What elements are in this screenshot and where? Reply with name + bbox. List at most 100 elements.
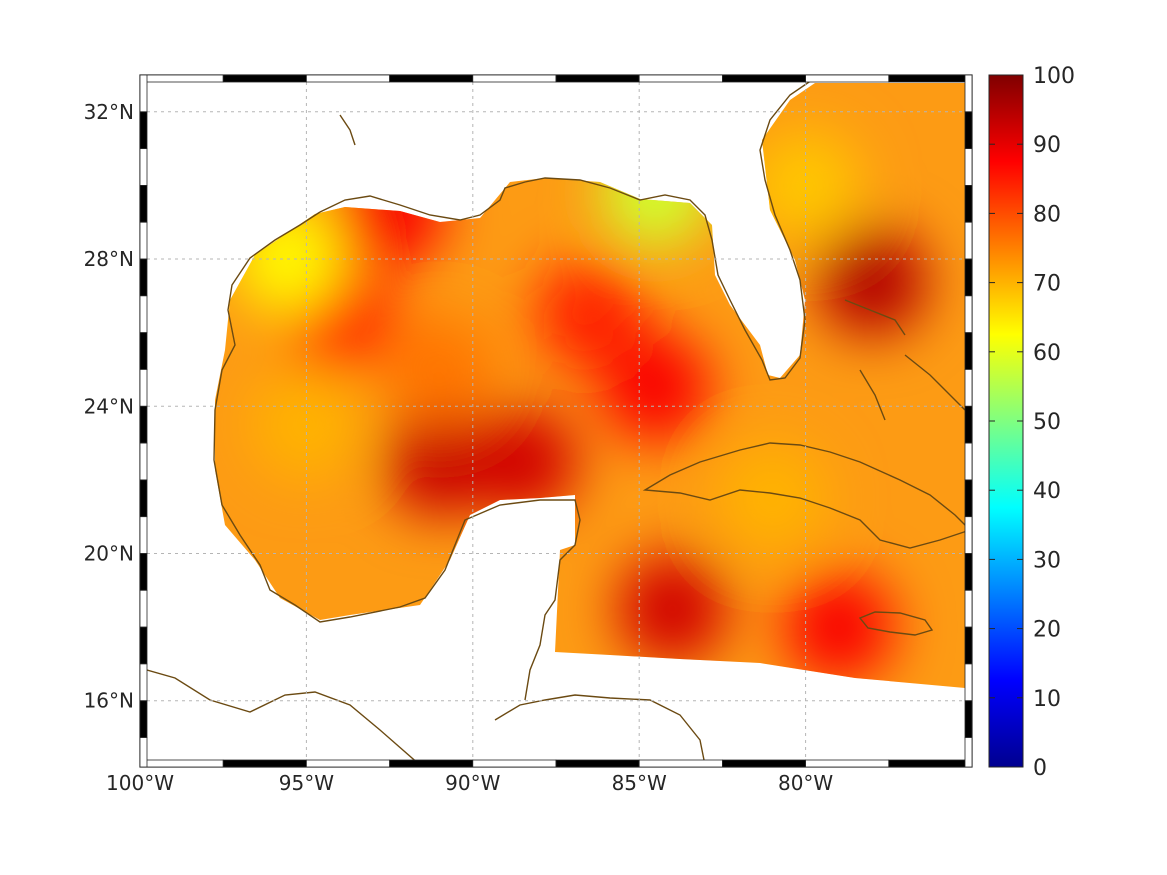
- field-hotspot-5: [617, 553, 728, 664]
- coastline-gulf: [213, 211, 581, 701]
- frame-left-seg-15: [139, 626, 148, 665]
- map-frame: [139, 74, 973, 768]
- frame-right-seg-1: [964, 111, 973, 150]
- field-hotspot-6: [817, 226, 928, 337]
- field-hotspot-3: [534, 259, 645, 370]
- colorbar-tick-label-8: 80: [1033, 202, 1061, 227]
- frame-top-seg-2: [305, 74, 390, 83]
- x-tick-labels: 100°W 95°W 90°W 85°W 80°W: [106, 771, 833, 795]
- colorbar-tick-label-2: 20: [1033, 618, 1061, 643]
- frame-right-seg-12: [964, 516, 973, 554]
- frame-top-seg-4: [472, 74, 557, 83]
- frame-left-seg-4: [139, 221, 148, 260]
- frame-right-seg-6: [964, 295, 973, 334]
- coastline-honduras: [494, 694, 706, 766]
- colorbar-tick-label-10: 100: [1033, 64, 1075, 89]
- frame-top-seg-9: [888, 74, 973, 83]
- colorbar-tick-label-1: 10: [1033, 687, 1061, 712]
- frame-right-seg-8: [964, 369, 973, 407]
- frame-left-seg-9: [139, 405, 148, 444]
- frame-right-seg-10: [964, 442, 973, 481]
- frame-bottom-seg-6: [638, 759, 723, 768]
- y-tick-label-2: 24°N: [84, 394, 134, 418]
- x-tick-label-0: 100°W: [106, 771, 174, 795]
- y-tick-label-4: 32°N: [84, 100, 134, 124]
- frame-left-seg-8: [139, 369, 148, 407]
- frame-right-seg-14: [964, 589, 973, 628]
- frame-left-seg-12: [139, 516, 148, 554]
- frame-right-seg-16: [964, 663, 973, 702]
- frame-right-seg-18: [964, 737, 973, 768]
- y-tick-label-1: 20°N: [84, 542, 134, 566]
- frame-left-seg-3: [139, 185, 148, 223]
- frame-left-seg-14: [139, 589, 148, 628]
- frame-left-seg-1: [139, 111, 148, 150]
- frame-left-seg-5: [139, 258, 148, 297]
- coastline-jamaica: [858, 611, 934, 636]
- y-tick-label-3: 28°N: [84, 247, 134, 271]
- frame-bottom-seg-1: [222, 759, 307, 768]
- field-hotspot-10: [251, 369, 362, 480]
- frame-left-seg-16: [139, 663, 148, 702]
- frame-top-seg-5: [555, 74, 640, 83]
- frame-left-seg-10: [139, 442, 148, 481]
- x-tick-label-2: 90°W: [445, 771, 500, 795]
- frame-top-seg-1: [222, 74, 307, 83]
- colorbar-tick-label-9: 90: [1033, 133, 1061, 158]
- frame-top-seg-0: [139, 74, 224, 83]
- frame-top-seg-8: [805, 74, 890, 83]
- frame-top-seg-7: [722, 74, 807, 83]
- frame-right-seg-11: [964, 479, 973, 518]
- colorbar-ticks: 0 10 20 30 40 50 60 70 80 90 100: [989, 64, 1075, 781]
- coastline-central-america: [140, 667, 421, 766]
- field-hotspot-11: [384, 314, 495, 425]
- frame-left-seg-2: [139, 148, 148, 186]
- y-tick-labels: 16°N 20°N 24°N 28°N 32°N: [84, 100, 134, 713]
- x-tick-label-4: 80°W: [778, 771, 833, 795]
- coastline-north-gulf: [319, 79, 813, 381]
- frame-left-seg-6: [139, 295, 148, 334]
- frame-left-seg-7: [139, 332, 148, 370]
- frame-bottom-seg-3: [389, 759, 474, 768]
- field-hotspot-4: [600, 332, 711, 443]
- field-hotspot-7: [783, 572, 894, 683]
- frame-left-seg-18: [139, 737, 148, 768]
- frame-top-seg-3: [389, 74, 474, 83]
- colorbar-tick-label-7: 70: [1033, 272, 1061, 297]
- frame-bottom-seg-8: [805, 759, 890, 768]
- colorbar-tick-label-3: 30: [1033, 548, 1061, 573]
- frame-right-seg-3: [964, 185, 973, 223]
- frame-right-seg-15: [964, 626, 973, 665]
- frame-left-seg-0: [139, 74, 148, 113]
- frame-bottom-seg-0: [139, 759, 224, 768]
- frame-top-seg-6: [638, 74, 723, 83]
- frame-right-seg-7: [964, 332, 973, 370]
- frame-right-seg-0: [964, 74, 973, 113]
- frame-right-seg-17: [964, 700, 973, 738]
- frame-bottom-seg-7: [722, 759, 807, 768]
- frame-right-seg-4: [964, 221, 973, 260]
- frame-right-seg-9: [964, 405, 973, 444]
- y-tick-label-0: 16°N: [84, 689, 134, 713]
- field-hotspot-13: [717, 443, 828, 554]
- coastline-lake: [339, 114, 356, 146]
- frame-bottom-seg-2: [305, 759, 390, 768]
- frame-bottom-seg-5: [555, 759, 640, 768]
- frame-right-seg-2: [964, 148, 973, 186]
- field-hotspot-2: [467, 406, 578, 517]
- frame-left-seg-17: [139, 700, 148, 738]
- frame-right-seg-5: [964, 258, 973, 297]
- colorbar-tick-label-0: 0: [1033, 756, 1047, 781]
- frame-left-seg-13: [139, 553, 148, 591]
- coastline-bahamas: [844, 299, 966, 421]
- x-tick-label-3: 85°W: [612, 771, 667, 795]
- colorbar-tick-label-6: 60: [1033, 341, 1061, 366]
- field-hotspot-12: [750, 130, 861, 241]
- colorbar-tick-label-5: 50: [1033, 410, 1061, 435]
- colorbar-tick-label-4: 40: [1033, 479, 1061, 504]
- frame-bottom-seg-4: [472, 759, 557, 768]
- field-blobs: [234, 130, 928, 683]
- x-tick-label-1: 95°W: [279, 771, 334, 795]
- frame-right-seg-13: [964, 553, 973, 591]
